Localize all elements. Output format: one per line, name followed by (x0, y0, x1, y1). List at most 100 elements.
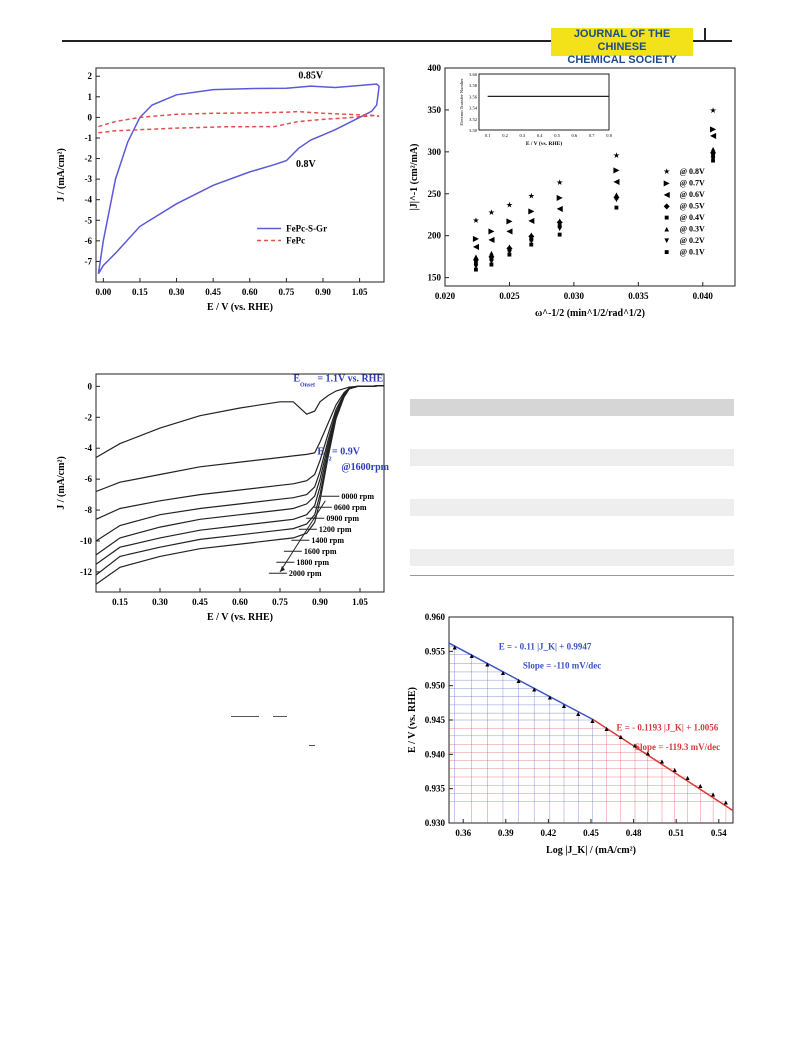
data-point: ▲ (722, 799, 729, 807)
legend-marker: ▼ (663, 236, 671, 245)
y-tick-label: -7 (85, 256, 93, 266)
x-axis-label: E / V (vs. RHE) (207, 302, 273, 313)
table-row (410, 549, 734, 566)
onset-label-sub: Onset (300, 382, 315, 388)
x-tick-label: 0.48 (626, 828, 642, 838)
x-tick-label: 0.36 (455, 828, 471, 838)
data-point: ▶ (557, 193, 564, 202)
y-tick-label: -5 (85, 215, 93, 225)
legend-label: 0000 rpm (341, 492, 374, 501)
fit-line (593, 719, 734, 812)
x-tick-label: 0.035 (628, 291, 649, 301)
data-point: ▼ (527, 237, 535, 246)
y-tick-label: 1 (88, 92, 93, 102)
data-point: ▲ (515, 677, 522, 685)
y-tick-label: -10 (80, 536, 92, 546)
y-tick-label: -3 (85, 174, 93, 184)
data-point: ■ (489, 254, 494, 263)
onset-label-e: E (293, 374, 300, 385)
data-point: ■ (557, 230, 562, 239)
legend-marker: ■ (664, 213, 669, 222)
x-tick-label: 0.45 (205, 287, 221, 297)
y-tick-label: -8 (85, 505, 93, 515)
legend-label: 2000 rpm (289, 569, 322, 578)
plot-frame (95, 67, 385, 283)
x-tick-label: 1.05 (352, 597, 368, 607)
rpm-arrow-head (280, 565, 285, 572)
y-tick-label: 0.940 (425, 749, 446, 759)
y-tick-label: -2 (85, 154, 93, 164)
legend-label: 1400 rpm (311, 536, 344, 545)
y-tick-label: -2 (85, 412, 93, 422)
y-tick-label: 300 (428, 147, 442, 157)
y-axis-label: J / (mA/cm²) (56, 148, 67, 202)
data-point: ▶ (506, 217, 513, 226)
inset-y-tick-label: 3.50 (469, 128, 478, 133)
data-point: ▲ (487, 248, 495, 257)
data-point: ◆ (557, 217, 564, 226)
data-point: ■ (614, 203, 619, 212)
x-tick-label: 0.025 (499, 291, 520, 301)
data-point: ▶ (710, 124, 717, 133)
x-tick-label: 0.90 (315, 287, 331, 297)
x-tick-label: 0.75 (278, 287, 294, 297)
data-point: ■ (529, 240, 534, 249)
data-point: ■ (507, 245, 512, 254)
half-wave-label-sub: 1/2 (324, 457, 332, 463)
data-point: ▲ (527, 230, 535, 239)
header-rule (62, 40, 732, 42)
x-tick-label: 0.00 (95, 287, 111, 297)
data-point: ◀ (557, 204, 564, 213)
half-wave-label-rpm: @1600rpm (341, 462, 389, 473)
y-tick-label: 350 (428, 105, 442, 115)
fit-line (448, 642, 595, 721)
data-point: ◀ (473, 242, 480, 251)
table-row (410, 424, 734, 441)
y-tick-label: 2 (88, 71, 93, 81)
data-point: ▲ (684, 774, 691, 782)
legend-label: @ 0.6V (680, 190, 705, 199)
data-point: ◆ (506, 243, 513, 252)
data-point: ▲ (710, 790, 717, 798)
x-tick-label: 0.60 (232, 597, 248, 607)
table-row (410, 499, 734, 516)
x-tick-label: 0.45 (192, 597, 208, 607)
half-wave-label-value: = 0.9V (332, 446, 361, 457)
data-point: ▲ (709, 144, 717, 153)
series-line (95, 385, 385, 585)
legend-label: @ 0.1V (680, 248, 705, 257)
data-point: ★ (506, 201, 513, 210)
data-point: ◆ (528, 232, 535, 241)
legend-label: 1200 rpm (319, 525, 352, 534)
y-tick-label: 0.935 (425, 784, 446, 794)
data-point: ■ (474, 265, 479, 274)
kl-chart: 0.020 0.025 0.030 0.035 0.040 150 200 250 300 350… (409, 63, 736, 319)
annotation: 0.85V (298, 70, 324, 81)
data-point: ★ (613, 151, 620, 160)
data-table (410, 399, 734, 576)
legend-label: @ 0.5V (680, 202, 705, 211)
inset-x-tick-label: 0.5 (554, 133, 560, 138)
x-tick-label: 0.39 (498, 828, 514, 838)
data-point: ▼ (709, 155, 717, 164)
data-point: ▲ (575, 710, 582, 718)
legend-label: @ 0.4V (680, 213, 705, 222)
data-point: ▲ (505, 242, 513, 251)
data-point: ▲ (531, 685, 538, 693)
data-point: ▼ (505, 248, 513, 257)
header-tick (704, 28, 706, 41)
x-tick-label: 0.51 (668, 828, 684, 838)
table-rule (410, 575, 734, 576)
data-point: ▲ (451, 644, 458, 652)
fit-slope: Slope = -119.3 mV/dec (635, 742, 720, 752)
fit-equation: E = - 0.11 |J_K| + 0.9947 (499, 641, 592, 651)
half-wave-label-e: E (317, 446, 324, 457)
fit-slope: Slope = -110 mV/dec (523, 661, 601, 671)
rpm-arrow (279, 500, 326, 573)
data-point: ▲ (484, 661, 491, 669)
data-point: ★ (488, 208, 495, 217)
equation-fraction-bar (309, 745, 315, 746)
inset-x-tick-label: 0.6 (572, 133, 578, 138)
data-point: ▲ (468, 652, 475, 660)
inset-frame (478, 73, 610, 131)
